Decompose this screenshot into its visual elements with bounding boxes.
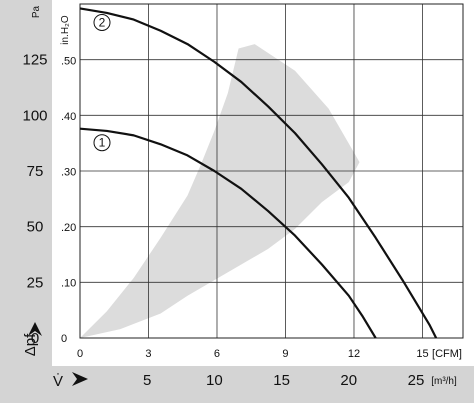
- x-tick-m3h: 10: [206, 372, 223, 389]
- x-tick-cfm: 0: [77, 348, 83, 360]
- y-unit-inh2o: in.H₂O: [60, 15, 71, 45]
- left-axis-band: [0, 0, 52, 366]
- series-2-curve: [79, 7, 438, 339]
- x-tick-m3h: 20: [340, 372, 357, 389]
- y-tick-inh2o: .40: [61, 111, 76, 123]
- y-axis-arrow-icon: [28, 322, 42, 336]
- y-tick-pa: 0: [31, 330, 39, 347]
- x-axis-label: V̇: [53, 373, 63, 390]
- x-unit-m3h: [m³/h]: [431, 376, 457, 387]
- series-1-marker: [93, 134, 111, 152]
- y-tick-pa: 75: [27, 163, 44, 180]
- series-1-curve: [79, 127, 377, 339]
- x-tick-cfm: 3: [145, 348, 151, 360]
- plot-frame: [79, 3, 464, 339]
- operating-area: [80, 44, 360, 338]
- bottom-axis-band: [0, 366, 474, 403]
- series-1-label: 1: [99, 136, 106, 150]
- y-axis-label: Δpf: [22, 333, 39, 356]
- x-tick-cfm: 15: [416, 348, 428, 360]
- series-2-label: 2: [99, 15, 106, 29]
- y-tick-inh2o: .20: [61, 222, 76, 234]
- grid-lines: [80, 4, 463, 338]
- y-tick-pa: 100: [22, 107, 47, 124]
- y-tick-inh2o: .30: [61, 167, 76, 179]
- series-2-marker: [93, 13, 111, 31]
- y-tick-pa: 125: [22, 52, 47, 69]
- x-tick-m3h: 15: [273, 372, 290, 389]
- y-tick-pa: 25: [27, 274, 44, 291]
- x-tick-m3h: 25: [408, 372, 425, 389]
- x-tick-cfm: 9: [282, 348, 288, 360]
- x-axis-arrow-icon: [72, 372, 88, 386]
- y-tick-inh2o: 0: [61, 333, 67, 345]
- x-tick-cfm: 12: [348, 348, 360, 360]
- x-tick-cfm: 6: [214, 348, 220, 360]
- y-tick-inh2o: .10: [61, 278, 76, 290]
- x-tick-m3h: 5: [143, 372, 151, 389]
- y-tick-inh2o: .50: [61, 56, 76, 68]
- x-unit-cfm: [CFM]: [432, 348, 462, 360]
- y-unit-pa: Pa: [31, 5, 42, 18]
- y-tick-pa: 50: [27, 219, 44, 236]
